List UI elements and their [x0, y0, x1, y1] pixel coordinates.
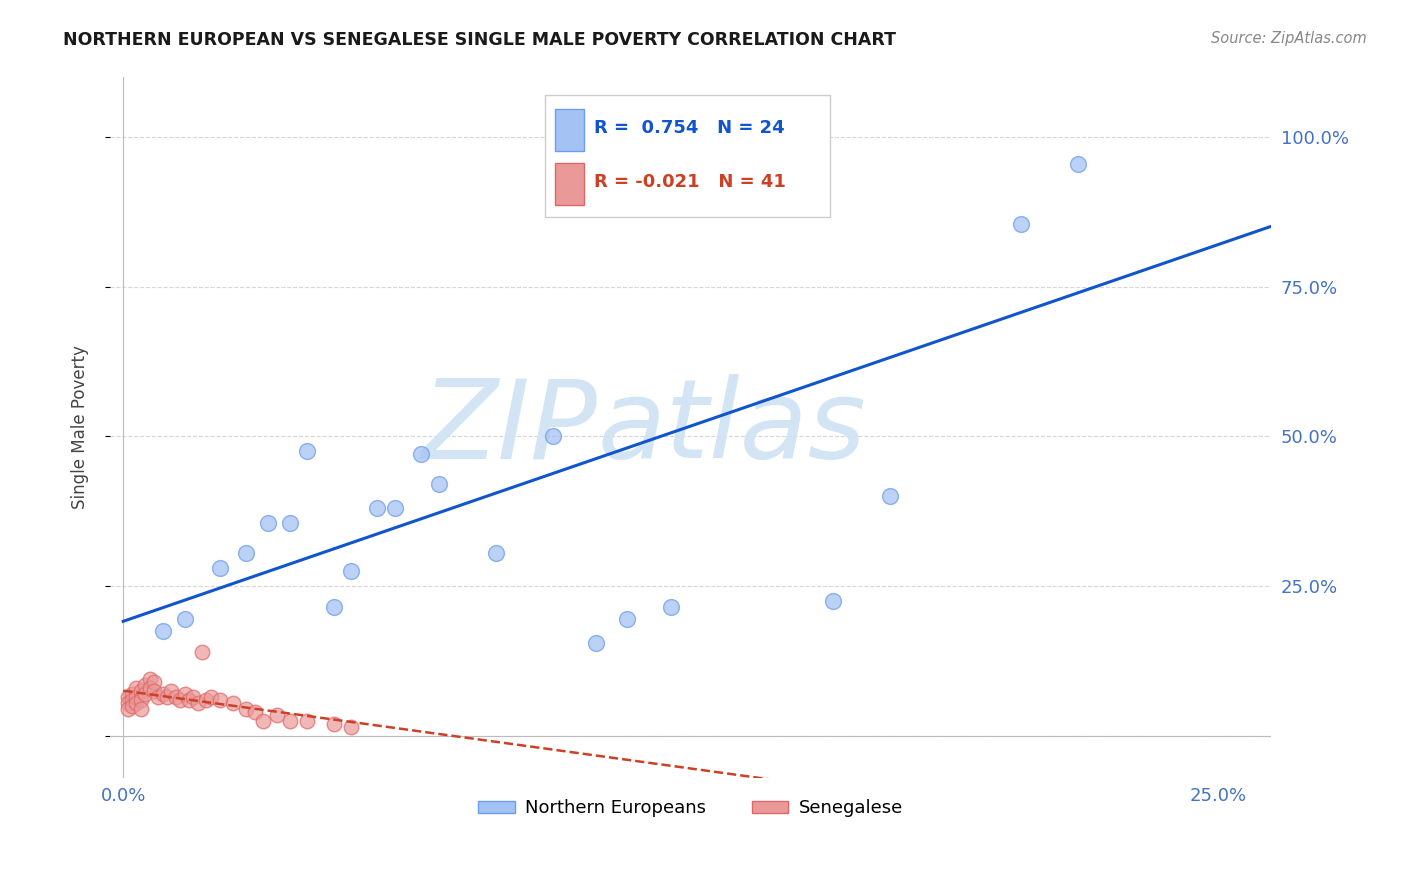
Point — [366, 501, 388, 516]
FancyBboxPatch shape — [555, 163, 583, 205]
Point — [134, 687, 156, 701]
Point — [134, 678, 156, 692]
Point — [278, 714, 301, 728]
Point — [200, 690, 222, 704]
Point — [208, 692, 231, 706]
Text: NORTHERN EUROPEAN VS SENEGALESE SINGLE MALE POVERTY CORRELATION CHART: NORTHERN EUROPEAN VS SENEGALESE SINGLE M… — [63, 31, 896, 49]
Point — [125, 681, 148, 695]
Point — [173, 687, 195, 701]
Point — [541, 429, 564, 443]
FancyBboxPatch shape — [546, 95, 830, 218]
Point — [821, 594, 844, 608]
Point — [1067, 157, 1090, 171]
Point — [208, 561, 231, 575]
Point — [256, 516, 278, 531]
Point — [411, 447, 433, 461]
Point — [659, 600, 682, 615]
Point — [129, 683, 152, 698]
Point — [252, 714, 274, 728]
Point — [156, 690, 179, 704]
Point — [121, 698, 143, 713]
Point — [485, 546, 508, 560]
Point — [322, 716, 344, 731]
Point — [152, 687, 174, 701]
Point — [169, 692, 191, 706]
Point — [129, 702, 152, 716]
Text: ZIP: ZIP — [422, 374, 598, 481]
Point — [585, 636, 607, 650]
Point — [117, 702, 139, 716]
Point — [181, 690, 204, 704]
Point — [121, 692, 143, 706]
Point — [142, 674, 165, 689]
Point — [195, 692, 218, 706]
Point — [165, 690, 187, 704]
Legend: Northern Europeans, Senegalese: Northern Europeans, Senegalese — [471, 792, 910, 824]
Point — [322, 600, 344, 615]
Point — [125, 690, 148, 704]
Point — [117, 696, 139, 710]
Point — [278, 516, 301, 531]
Point — [616, 612, 638, 626]
Point — [266, 707, 288, 722]
Text: Source: ZipAtlas.com: Source: ZipAtlas.com — [1211, 31, 1367, 46]
Point — [340, 720, 363, 734]
Point — [142, 683, 165, 698]
Point — [191, 645, 214, 659]
Point — [125, 696, 148, 710]
Text: atlas: atlas — [598, 374, 866, 481]
Point — [879, 489, 901, 503]
Point — [384, 501, 406, 516]
Point — [187, 696, 209, 710]
Point — [148, 690, 170, 704]
Point — [235, 546, 257, 560]
Point — [235, 702, 257, 716]
Point — [138, 681, 160, 695]
Point — [427, 477, 450, 491]
Point — [160, 683, 183, 698]
Point — [129, 692, 152, 706]
Point — [1010, 217, 1032, 231]
Point — [243, 705, 266, 719]
Text: R = -0.021   N = 41: R = -0.021 N = 41 — [595, 173, 786, 192]
Point — [152, 624, 174, 638]
Point — [340, 564, 363, 578]
Text: R =  0.754   N = 24: R = 0.754 N = 24 — [595, 119, 785, 136]
Point — [121, 687, 143, 701]
Point — [717, 199, 740, 213]
Point — [138, 672, 160, 686]
Point — [222, 696, 245, 710]
Point — [117, 690, 139, 704]
Point — [177, 692, 200, 706]
Y-axis label: Single Male Poverty: Single Male Poverty — [72, 345, 89, 509]
Point — [173, 612, 195, 626]
Point — [761, 151, 783, 165]
Point — [297, 444, 319, 458]
Point — [297, 714, 319, 728]
FancyBboxPatch shape — [555, 109, 583, 151]
